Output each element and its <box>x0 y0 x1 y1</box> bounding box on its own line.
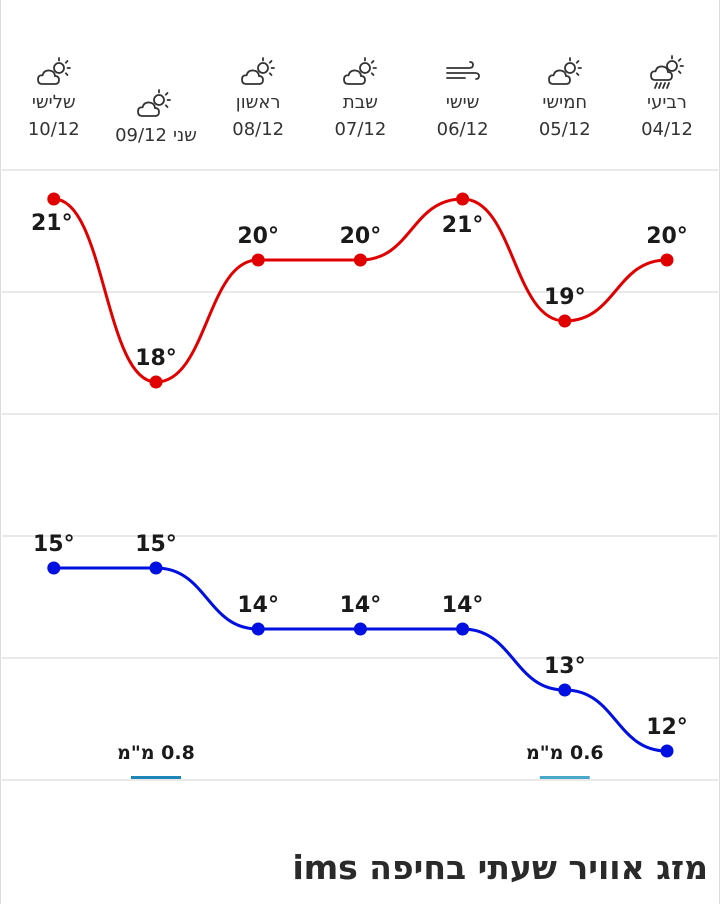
low-temp-point <box>660 744 674 758</box>
low-temp-point <box>456 622 470 636</box>
day-date: 09/12 <box>115 125 167 146</box>
high-temp-point <box>149 375 163 389</box>
day-date: 07/12 <box>334 119 387 140</box>
day-name: חמישי <box>542 92 588 113</box>
low-temp-point <box>558 683 572 697</box>
high-temp-value-label: 21° <box>442 213 484 238</box>
partly-cloudy-icon <box>134 84 174 124</box>
high-temp-point <box>558 314 572 328</box>
day-name: שלישי <box>31 92 76 113</box>
low-temp-value-label: 15° <box>33 532 75 557</box>
day-column[interactable]: חמישי 05/12 <box>515 52 615 142</box>
partly-cloudy-icon <box>238 52 278 92</box>
day-date: 08/12 <box>232 119 285 140</box>
day-name: שני <box>172 125 197 146</box>
low-temp-value-label: 14° <box>442 593 484 618</box>
low-temp-point <box>251 622 265 636</box>
high-temp-value-label: 20° <box>340 224 382 249</box>
partly-cloudy-icon <box>340 52 380 92</box>
low-temp-value-label: 13° <box>544 654 586 679</box>
high-temp-value-label: 18° <box>135 346 177 371</box>
day-name: רביעי <box>647 92 687 113</box>
high-temp-point <box>456 192 470 206</box>
low-temp-point <box>47 561 61 575</box>
partly-cloudy-icon <box>545 52 585 92</box>
low-temp-value-label: 14° <box>340 593 382 618</box>
day-name: שבת <box>342 92 378 113</box>
day-column[interactable]: שלישי 10/12 <box>4 52 104 142</box>
high-temp-value-label: 20° <box>646 224 688 249</box>
high-temp-value-label: 19° <box>544 285 586 310</box>
day-column[interactable]: רביעי 04/12 <box>617 52 717 142</box>
day-name: ראשון <box>235 92 281 113</box>
day-column[interactable]: ראשון 08/12 <box>208 52 308 142</box>
wind-icon <box>443 52 483 92</box>
day-date: 10/12 <box>27 119 80 140</box>
low-temp-point <box>353 622 367 636</box>
day-header-row: רביעי 04/12 חמישי 05/12 <box>0 0 720 170</box>
day-column[interactable]: שבת 07/12 <box>310 52 410 142</box>
high-temp-point <box>47 192 61 206</box>
precipitation-bar <box>131 776 181 779</box>
low-temp-point <box>149 561 163 575</box>
high-temp-value-label: 20° <box>237 224 279 249</box>
high-temp-point <box>251 253 265 267</box>
day-date: 04/12 <box>641 119 693 140</box>
precipitation-label: 0.6 מ"מ <box>526 742 604 764</box>
low-temp-value-label: 12° <box>646 715 688 740</box>
precipitation-label: 0.8 מ"מ <box>117 742 195 764</box>
low-temp-value-label: 14° <box>237 593 279 618</box>
precipitation-bar <box>539 776 590 779</box>
day-name: שישי <box>445 92 480 113</box>
high-temp-point <box>353 253 367 267</box>
day-column[interactable]: 09/12 שני <box>91 84 221 148</box>
day-date: 06/12 <box>436 119 489 140</box>
day-date: 05/12 <box>538 119 591 140</box>
day-column[interactable]: שישי 06/12 <box>413 52 513 142</box>
rain-cloud-sun-icon <box>647 52 687 92</box>
partly-cloudy-icon <box>34 52 74 92</box>
low-temp-value-label: 15° <box>135 532 177 557</box>
high-temp-value-label: 21° <box>31 211 73 236</box>
page-title: מזג אוויר שעתי בחיפה ims <box>292 848 708 887</box>
high-temp-point <box>660 253 674 267</box>
